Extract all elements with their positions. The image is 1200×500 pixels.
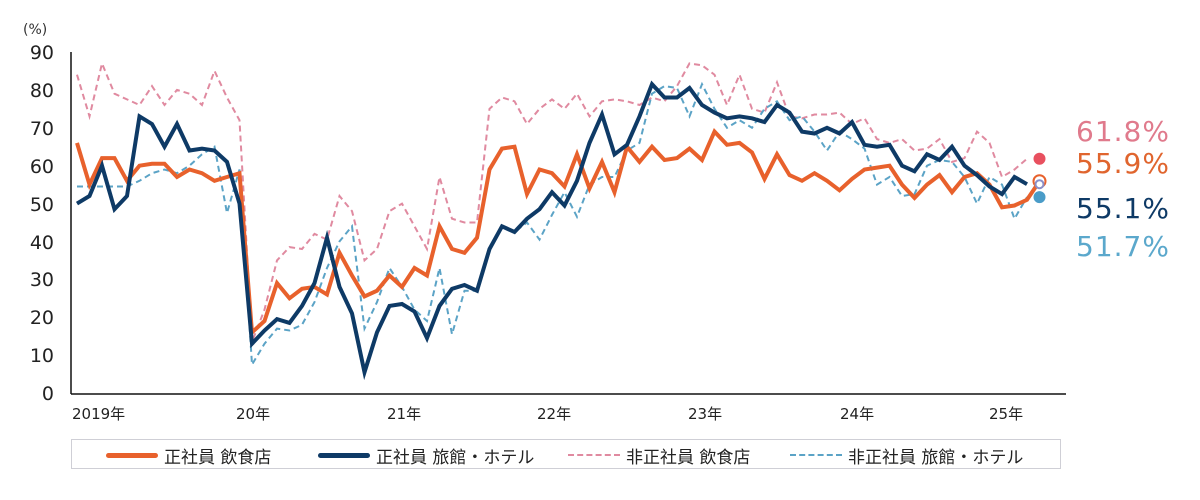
series-line [75,128,1042,337]
solid-line-swatch-icon [318,452,370,458]
solid-line-swatch-icon [106,452,158,458]
x-tick-label: 22年 [537,405,572,423]
y-tick-label: 30 [29,269,54,291]
x-tick-label: 25年 [989,405,1024,423]
x-tick-label: 24年 [840,405,875,423]
legend-label: 正社員 飲食店 [164,447,272,468]
dashed-line-swatch-icon [568,454,620,456]
end-markers [1032,152,1047,204]
end-point-marker-icon [1033,152,1046,165]
y-tick-label: 80 [29,80,54,102]
y-tick-label: 70 [29,118,54,140]
series-line [75,80,1028,381]
y-tick-label: 10 [29,345,54,367]
end-point-marker-icon [1034,179,1045,190]
y-tick-label: 60 [29,156,54,178]
x-tick-label: 2019年 [72,405,126,423]
legend-item-nonregular-restaurant: 非正社員 飲食店 [568,443,751,468]
x-tick-label: 23年 [688,405,723,423]
y-tick-label: 40 [29,232,54,254]
legend-label: 非正社員 飲食店 [626,447,751,468]
dashed-line-swatch-icon [790,454,842,456]
y-tick-label: 90 [29,42,54,64]
end-label-regular-hotel: 55.1% [1076,192,1170,225]
series-line [76,60,1028,343]
legend-item-regular-restaurant: 正社員 飲食店 [106,443,272,468]
series-layer [75,60,1042,381]
y-tick-label: 50 [29,194,54,216]
x-tick-label: 21年 [387,405,422,423]
end-label-nonregular-hotel: 51.7% [1076,230,1170,263]
series-line [77,81,1028,368]
y-tick-label: 20 [29,307,54,329]
chart-legend: 正社員 飲食店 正社員 旅館・ホテル 非正社員 飲食店 非正社員 旅館・ホテル [71,439,1061,469]
end-label-nonregular-restaurant: 61.8% [1076,115,1170,148]
legend-label: 非正社員 旅館・ホテル [848,447,1024,468]
legend-item-regular-hotel: 正社員 旅館・ホテル [318,443,535,468]
legend-label: 正社員 旅館・ホテル [376,447,535,468]
legend-item-nonregular-hotel: 非正社員 旅館・ホテル [790,443,1024,468]
y-axis-unit: (%) [23,22,48,38]
end-point-marker-icon [1033,191,1046,204]
end-label-regular-restaurant: 55.9% [1076,147,1170,180]
x-tick-label: 20年 [236,405,271,423]
y-tick-label: 0 [41,383,54,405]
